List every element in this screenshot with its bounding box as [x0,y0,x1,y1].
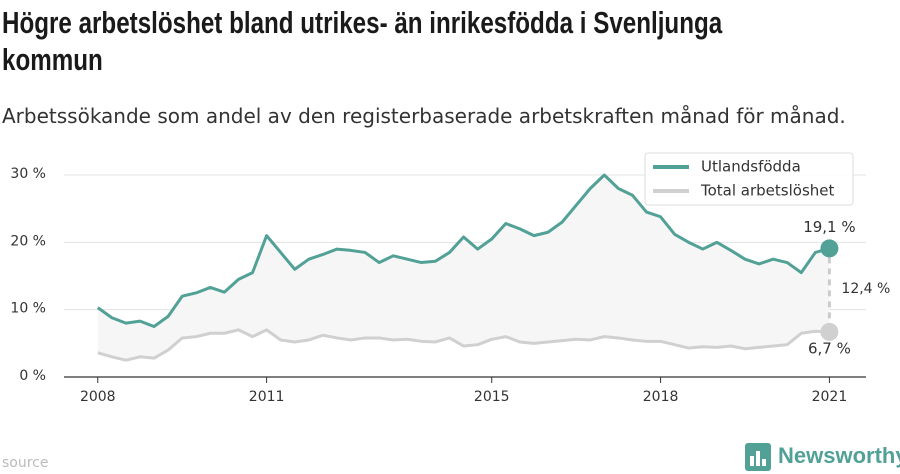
brand: Newsworthy [778,443,900,468]
end-point [820,322,839,341]
chart-title: Högre arbetslöshet bland utrikes- än inr… [2,5,723,77]
series-line [96,173,830,329]
difference-label: 12,4 % [841,281,890,297]
legend-label: Utlandsfödda [701,158,801,176]
end-label: 6,7 % [808,339,851,357]
gap-area [97,175,830,361]
y-tick-label: 0 % [19,368,46,384]
y-tick-label: 20 % [10,233,46,249]
x-tick-label: 2015 [474,389,510,405]
x-tick-label: 2011 [249,389,285,405]
legend-label: Total arbetslöshet [700,182,835,200]
brand-logo [745,443,771,471]
series-line [97,328,830,362]
legend-box [644,152,854,206]
end-label: 19,1 % [803,218,855,236]
x-tick-label: 2008 [80,389,116,405]
y-tick-label: 10 % [10,301,46,317]
end-point [820,239,839,258]
y-tick-label: 30 % [10,166,46,182]
x-tick-label: 2018 [643,389,679,405]
x-tick-label: 2021 [812,389,848,405]
chart-subtitle: Arbetssökande som andel av den registerb… [2,104,846,128]
source: source [2,455,49,471]
